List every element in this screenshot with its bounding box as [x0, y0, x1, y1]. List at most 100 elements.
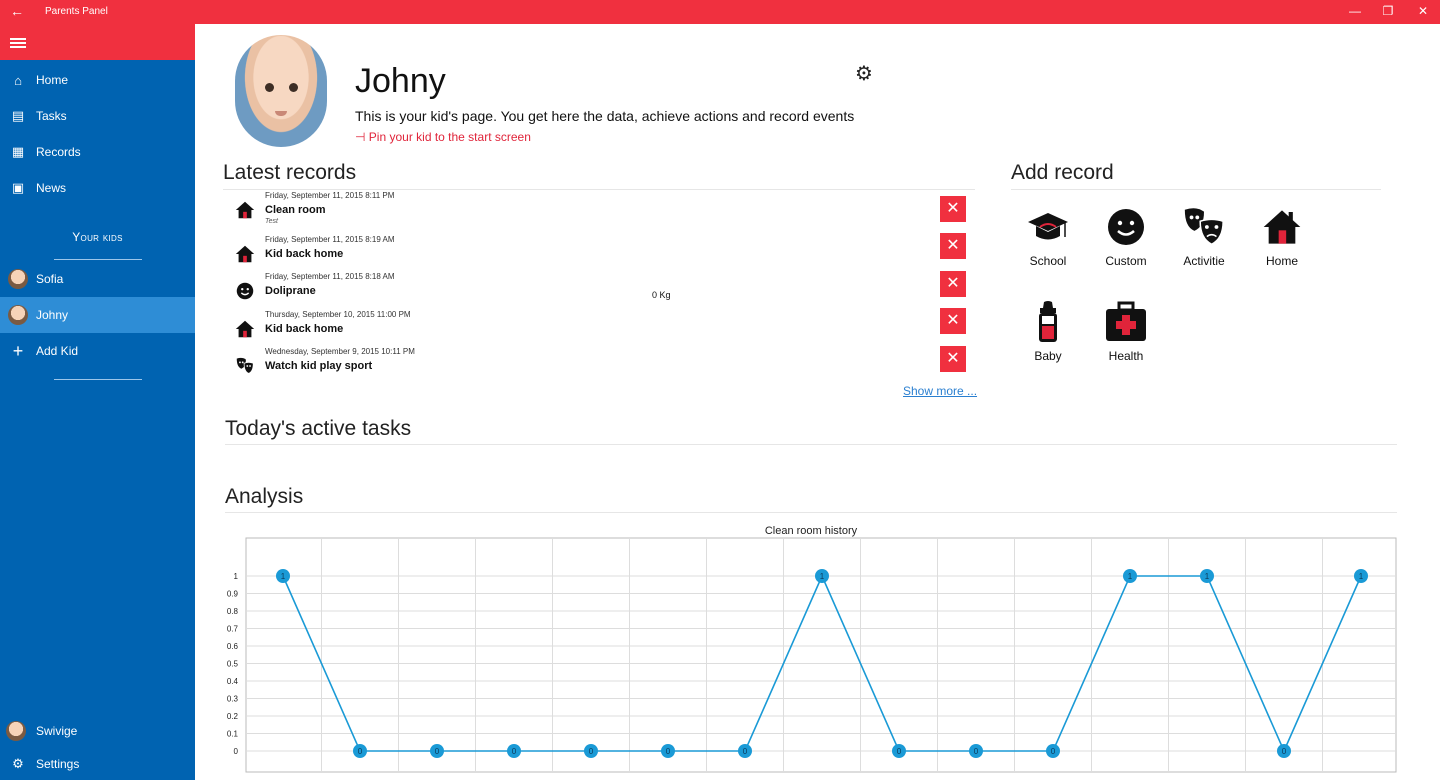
plus-icon: +	[12, 340, 24, 361]
hamburger-menu-icon[interactable]	[10, 38, 26, 48]
data-label: 0	[435, 747, 440, 756]
add-custom-record-button[interactable]: Custom	[1091, 204, 1161, 279]
data-label: 0	[1282, 747, 1287, 756]
data-label: 1	[1128, 572, 1133, 581]
delete-record-button[interactable]: ✕	[940, 196, 966, 222]
data-label: 0	[743, 747, 748, 756]
divider	[225, 512, 1397, 513]
record-value: 0 Kg	[652, 290, 671, 300]
record-date: Friday, September 11, 2015 8:11 PM	[265, 191, 395, 200]
hamburger-bar	[0, 24, 195, 60]
list-item[interactable]: Friday, September 11, 2015 8:19 AM Kid b…	[230, 235, 970, 269]
add-home-record-button[interactable]: Home	[1247, 204, 1317, 279]
chart-title: Clean room history	[765, 525, 858, 537]
data-label: 1	[281, 572, 286, 581]
sidebar-item-label: Swivige	[36, 724, 78, 738]
list-item[interactable]: Thursday, September 10, 2015 11:00 PM Ki…	[230, 310, 970, 344]
tile-label: Custom	[1105, 254, 1147, 268]
data-label: 0	[358, 747, 363, 756]
first-aid-kit-icon	[1106, 301, 1146, 341]
sidebar-item-kid-sofia[interactable]: Sofia	[0, 261, 195, 297]
show-more-link[interactable]: Show more ...	[903, 384, 978, 398]
smiley-icon	[1108, 209, 1144, 245]
plot-frame	[245, 537, 1397, 773]
data-label: 0	[589, 747, 594, 756]
minimize-button[interactable]: —	[1349, 4, 1361, 18]
sidebar-item-label: Tasks	[36, 109, 67, 123]
clean-room-history-chart: Clean room history 0 0.1 0.2 0.3 0.4 0.5 0.6 0.…	[227, 525, 1397, 773]
restore-button[interactable]: ❐	[1382, 4, 1394, 18]
house-icon	[235, 320, 255, 338]
record-title: Watch kid play sport	[265, 360, 373, 372]
list-item[interactable]: Wednesday, September 9, 2015 10:11 PM Wa…	[230, 347, 970, 381]
data-point	[430, 744, 444, 758]
tile-label: Home	[1265, 254, 1298, 268]
data-point	[1200, 569, 1214, 583]
data-point	[1354, 569, 1368, 583]
delete-record-button[interactable]: ✕	[940, 271, 966, 297]
add-school-record-button[interactable]: School	[1013, 204, 1083, 279]
sidebar-item-tasks[interactable]: ▤ Tasks	[0, 98, 195, 134]
record-date: Friday, September 11, 2015 8:19 AM	[265, 235, 395, 244]
page-description: This is your kid's page. You get here th…	[355, 108, 855, 124]
add-baby-record-button[interactable]: Baby	[1013, 299, 1083, 374]
theater-masks-icon	[236, 357, 254, 374]
records-icon: ▦	[11, 144, 25, 159]
smiley-icon	[236, 282, 254, 300]
sidebar-item-label: Add Kid	[36, 344, 79, 358]
tile-label: Activitie	[1183, 254, 1225, 268]
data-point	[507, 744, 521, 758]
pin-link-label: Pin your kid to the start screen	[368, 130, 531, 144]
divider	[54, 379, 142, 380]
data-point	[353, 744, 367, 758]
sidebar-item-news[interactable]: ▣ News	[0, 170, 195, 206]
data-point	[1046, 744, 1060, 758]
data-point	[969, 744, 983, 758]
house-icon	[235, 245, 255, 263]
divider	[223, 189, 975, 190]
record-title: Doliprane	[265, 285, 316, 297]
sidebar-item-settings[interactable]: ⚙ Settings	[0, 746, 195, 782]
back-arrow-icon[interactable]: ←	[10, 3, 24, 19]
title-bar: ← Parents Panel — ❐ ✕	[0, 0, 1440, 24]
data-point	[276, 569, 290, 583]
y-tick-label: 0.8	[227, 607, 239, 616]
latest-records-heading: Latest records	[223, 161, 357, 184]
sidebar-item-records[interactable]: ▦ Records	[0, 134, 195, 170]
sidebar-item-label: Johny	[36, 308, 69, 322]
record-title: Kid back home	[265, 248, 344, 260]
sidebar-item-user[interactable]: Swivige	[0, 713, 195, 749]
data-label: 1	[1205, 572, 1210, 581]
tile-label: School	[1029, 254, 1067, 268]
your-kids-heading: Your kids	[72, 230, 123, 244]
add-health-record-button[interactable]: Health	[1091, 299, 1161, 374]
data-point	[584, 744, 598, 758]
theater-masks-icon	[1184, 208, 1224, 246]
home-icon: ⌂	[14, 72, 22, 88]
avatar	[8, 269, 28, 289]
sidebar-item-kid-johny[interactable]: Johny	[0, 297, 195, 333]
record-title: Clean room	[265, 204, 326, 216]
delete-record-button[interactable]: ✕	[940, 308, 966, 334]
kid-settings-gear-icon[interactable]: ⚙	[855, 63, 873, 85]
y-tick-label: 0.1	[227, 730, 239, 739]
data-point	[892, 744, 906, 758]
delete-record-button[interactable]: ✕	[940, 346, 966, 372]
sidebar-item-home[interactable]: ⌂ Home	[0, 62, 195, 98]
close-window-button[interactable]: ✕	[1417, 4, 1429, 18]
divider	[225, 444, 1397, 445]
app-title: Parents Panel	[45, 6, 108, 17]
y-tick-label: 1	[234, 572, 239, 581]
pin-to-start-link[interactable]: ⊣ Pin your kid to the start screen	[355, 130, 531, 144]
data-label: 0	[1051, 747, 1056, 756]
house-icon	[1263, 210, 1301, 244]
add-kid-button[interactable]: + Add Kid	[0, 333, 195, 369]
data-label: 0	[974, 747, 979, 756]
add-activity-record-button[interactable]: Activitie	[1169, 204, 1239, 279]
list-item[interactable]: Friday, September 11, 2015 8:11 PM Clean…	[230, 191, 970, 225]
y-tick-label: 0.9	[227, 590, 239, 599]
delete-record-button[interactable]: ✕	[940, 233, 966, 259]
data-label: 0	[512, 747, 517, 756]
photo-eye	[289, 83, 298, 92]
list-item[interactable]: Friday, September 11, 2015 8:18 AM Dolip…	[230, 272, 970, 306]
